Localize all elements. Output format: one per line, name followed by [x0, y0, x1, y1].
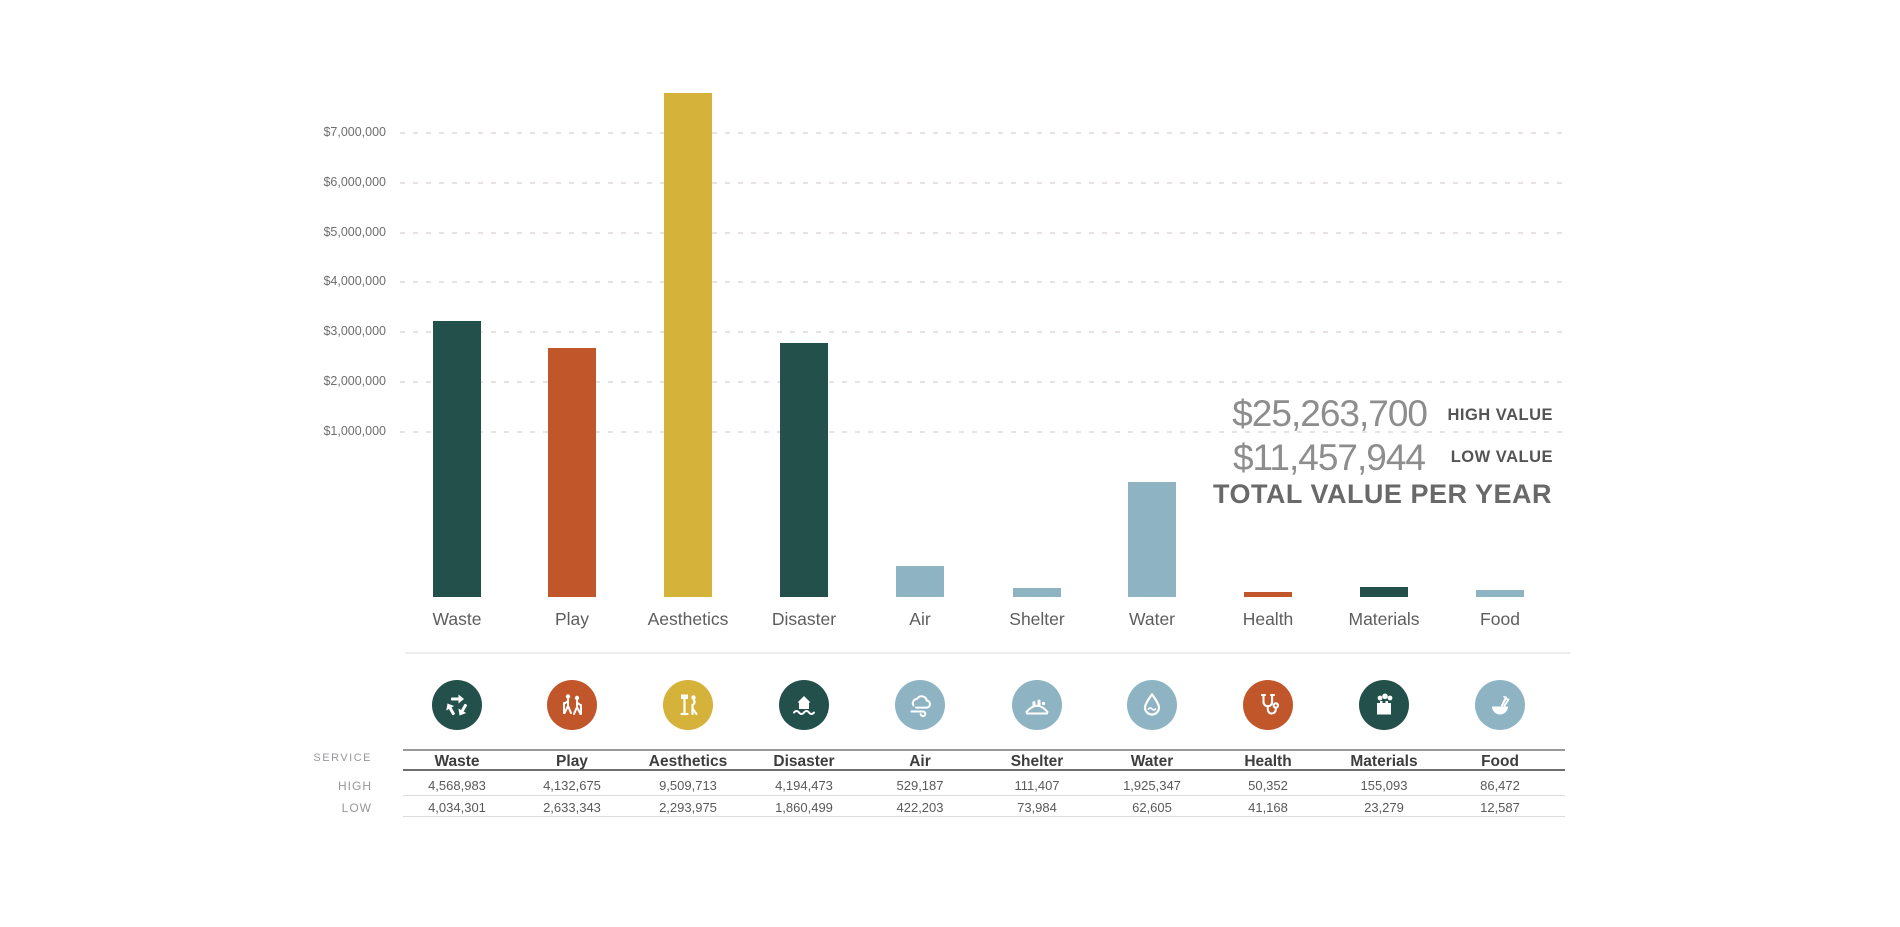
service-icon-circle-air [895, 680, 945, 730]
hikers-icon [563, 694, 582, 715]
gridline-2 [400, 182, 1570, 184]
low-value-label: LOW VALUE [1450, 448, 1553, 466]
table-low-value-health: 41,168 [1248, 800, 1288, 815]
table-low-value-water: 62,605 [1132, 800, 1172, 815]
table-header-water: Water [1130, 753, 1174, 770]
service-icon-circle-shelter [1012, 680, 1062, 730]
table-high-value-aesthetics: 9,509,713 [659, 778, 717, 793]
table-header-air: Air [909, 753, 931, 770]
category-label-shelter: Shelter [1009, 609, 1065, 629]
wind-cloud-icon [910, 695, 931, 718]
bar-air [896, 566, 944, 597]
category-label-play: Play [554, 609, 590, 629]
shelter-hill-icon [1025, 699, 1049, 715]
bar-shelter [1013, 588, 1061, 597]
category-label-water: Water [1128, 609, 1176, 629]
table-low-value-aesthetics: 2,293,975 [659, 800, 717, 815]
bar-water [1128, 482, 1176, 597]
category-label-waste: Waste [432, 609, 482, 629]
gridline-1 [400, 132, 1570, 134]
category-label-materials: Materials [1348, 609, 1420, 629]
category-label-air: Air [909, 609, 931, 629]
y-axis-tick-label: $5,000,000 [323, 225, 386, 239]
table-low-value-disaster: 1,860,499 [775, 800, 833, 815]
service-icon-circle-food [1475, 680, 1525, 730]
table-gutter-high-label: HIGH [338, 779, 372, 793]
table-gutter-service-label: SERVICE [313, 752, 372, 764]
flood-house-icon [793, 696, 815, 715]
scenic-viewer-icon [680, 694, 698, 716]
food-bowl-icon [1492, 695, 1510, 715]
gridline-5 [400, 331, 1570, 333]
gridline-7 [400, 431, 1570, 433]
service-icon-circle-health [1243, 680, 1293, 730]
table-high-value-play: 4,132,675 [543, 778, 601, 793]
y-axis-tick-label: $4,000,000 [323, 274, 386, 288]
recycle-icon [446, 694, 467, 716]
table-header-shelter: Shelter [1010, 753, 1064, 770]
table-header-aesthetics: Aesthetics [648, 753, 728, 770]
table-low-value-shelter: 73,984 [1017, 800, 1057, 815]
table-header-play: Play [556, 753, 588, 770]
stethoscope-icon [1260, 693, 1280, 715]
bar-food [1476, 590, 1524, 597]
table-high-value-food: 86,472 [1480, 778, 1520, 793]
service-icon-circle-disaster [779, 680, 829, 730]
high-value-amount: $25,263,700 [1232, 393, 1428, 434]
category-label-disaster: Disaster [771, 609, 837, 629]
service-icon-circle-aesthetics [663, 680, 713, 730]
table-high-value-waste: 4,568,983 [428, 778, 486, 793]
table-top-border [403, 749, 1565, 751]
table-low-value-waste: 4,034,301 [428, 800, 486, 815]
table-gutter-low-label: LOW [341, 801, 372, 815]
table-low-value-materials: 23,279 [1364, 800, 1404, 815]
legend-separator-line [405, 652, 1570, 654]
table-high-value-air: 529,187 [896, 778, 944, 793]
service-icon-circle-materials [1359, 680, 1409, 730]
gridline-4 [400, 281, 1570, 283]
table-header-disaster: Disaster [773, 753, 835, 770]
table-high-value-disaster: 4,194,473 [775, 778, 833, 793]
y-axis-tick-label: $2,000,000 [323, 374, 386, 388]
y-axis-tick-label: $6,000,000 [323, 175, 386, 189]
low-value-amount: $11,457,944 [1232, 437, 1426, 478]
bar-aesthetics [664, 93, 712, 597]
table-high-value-health: 50,352 [1248, 778, 1288, 793]
table-high-value-shelter: 111,407 [1014, 778, 1060, 793]
high-value-label: HIGH VALUE [1447, 406, 1553, 424]
table-low-value-play: 2,633,343 [543, 800, 601, 815]
table-header-food: Food [1481, 753, 1519, 770]
bar-materials [1360, 587, 1408, 597]
y-axis-tick-label: $3,000,000 [323, 324, 386, 338]
y-axis-tick-label: $7,000,000 [323, 125, 386, 139]
bar-disaster [780, 343, 828, 597]
category-label-food: Food [1480, 609, 1520, 629]
y-axis-tick-label: $1,000,000 [323, 424, 386, 438]
table-header-waste: Waste [434, 753, 480, 770]
bar-health [1244, 592, 1292, 597]
table-row-divider-low [403, 816, 1565, 817]
mill-icon [1377, 693, 1393, 715]
bar-waste [433, 321, 481, 597]
gridline-3 [400, 232, 1570, 234]
table-row-divider-high [403, 795, 1565, 796]
service-icon-circle-waste [432, 680, 482, 730]
category-label-health: Health [1242, 609, 1294, 629]
table-header-health: Health [1244, 753, 1292, 770]
table-low-value-air: 422,203 [896, 800, 944, 815]
service-icon-circle-play [547, 680, 597, 730]
table-low-value-food: 12,587 [1480, 800, 1520, 815]
table-header-underline [403, 769, 1565, 771]
water-drop-icon [1143, 692, 1161, 716]
total-value-per-year-label: TOTAL VALUE PER YEAR [1212, 479, 1552, 509]
category-label-aesthetics: Aesthetics [647, 609, 729, 629]
table-high-value-materials: 155,093 [1360, 778, 1408, 793]
bar-play [548, 348, 596, 597]
table-header-materials: Materials [1350, 753, 1418, 770]
gridline-6 [400, 381, 1570, 383]
service-icon-circle-water [1127, 680, 1177, 730]
table-high-value-water: 1,925,347 [1123, 778, 1181, 793]
